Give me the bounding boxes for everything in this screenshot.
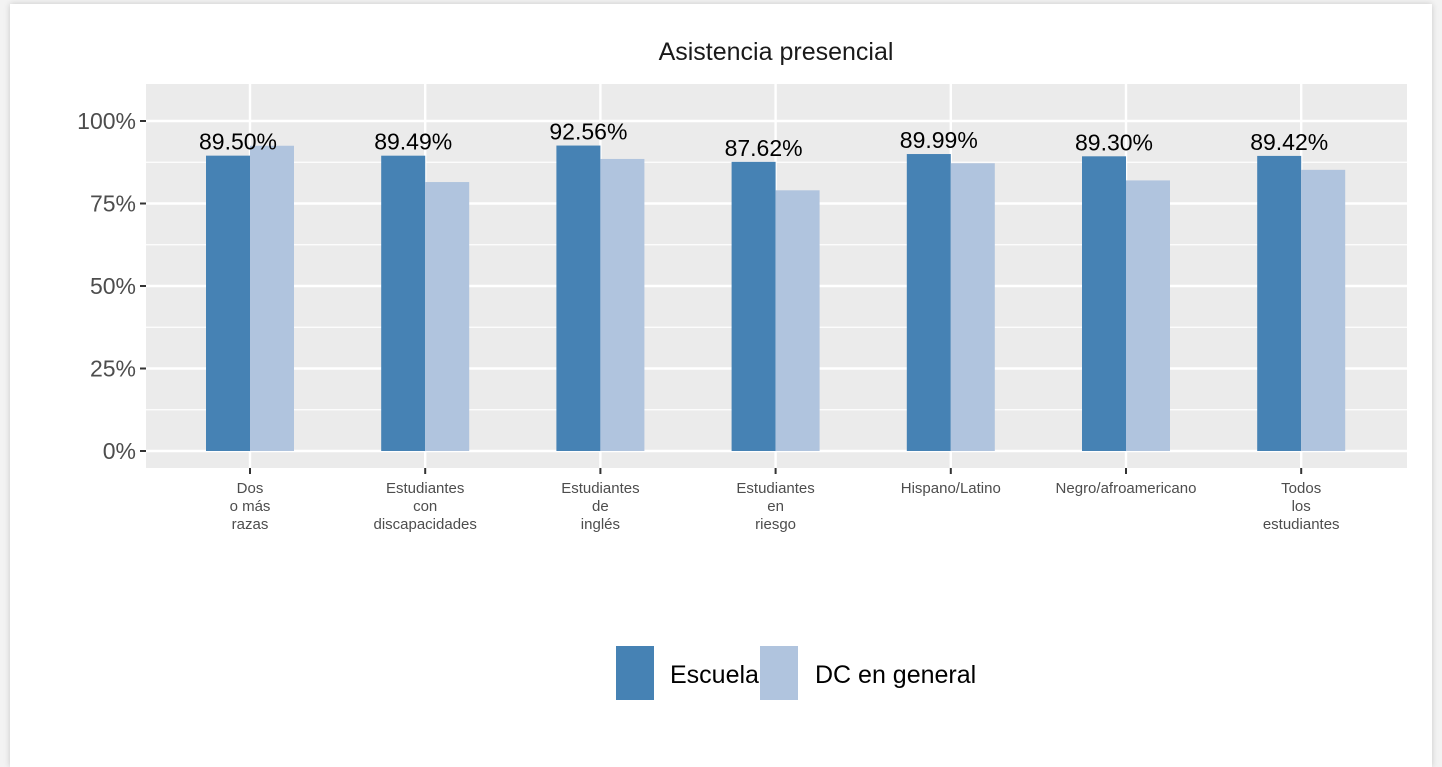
x-tick-label-line: razas	[232, 516, 269, 533]
bar-dc-en-general	[1301, 169, 1346, 451]
bar-dc-en-general	[600, 158, 645, 451]
x-tick-label: Estudiantes de inglés	[561, 480, 639, 533]
bar-escuela	[381, 155, 426, 452]
bar-dc-en-general	[250, 145, 294, 451]
x-tick-label-line: Negro/afroamericano	[1056, 480, 1197, 497]
x-tick-label: Estudiantes en riesgo	[736, 480, 814, 533]
chart-title: Asistencia presencial	[659, 38, 894, 66]
x-tick-label-line: de	[592, 498, 609, 515]
data-labels: 89.50% 89.49% 92.56% 87.62% 89.99% 89.30% 89.4…	[199, 119, 1328, 161]
x-tick-label-line: o más	[230, 498, 271, 515]
bar-dc-en-general	[775, 190, 820, 452]
y-tick-label: 100%	[77, 108, 136, 134]
bars	[206, 145, 1346, 452]
bar-dc-en-general	[425, 182, 470, 452]
y-tick-label: 25%	[90, 356, 136, 382]
x-tick-label: Todos los estudiantes	[1263, 480, 1340, 533]
bar-escuela	[1257, 155, 1302, 451]
x-tick-label-line: riesgo	[755, 516, 796, 533]
y-tick-label: 50%	[90, 273, 136, 299]
legend-label: DC en general	[815, 661, 976, 689]
y-tick-label: 75%	[90, 191, 136, 217]
data-label: 89.49%	[374, 129, 452, 155]
data-label: 92.56%	[549, 119, 627, 145]
bar-escuela	[906, 154, 951, 451]
x-tick-label: Dos o más razas	[230, 480, 271, 533]
bar-dc-en-general	[1126, 180, 1170, 451]
x-tick-label-line: Estudiantes	[561, 480, 639, 497]
chart-card: 89.50% 89.49% 92.56% 87.62% 89.99% 89.30% 89.4…	[10, 4, 1432, 767]
x-tick-label-line: Estudiantes	[386, 480, 464, 497]
x-tick-label-line: los	[1292, 498, 1311, 515]
x-tick-label-line: Hispano/Latino	[901, 480, 1001, 497]
data-label: 89.50%	[199, 129, 277, 155]
data-label: 87.62%	[725, 135, 803, 161]
x-tick-label-line: estudiantes	[1263, 516, 1340, 533]
x-tick-label: Negro/afroamericano	[1056, 480, 1197, 497]
bar-escuela	[556, 145, 601, 451]
x-tick-label: Estudiantes con discapacidades	[373, 480, 476, 533]
x-tick-label-line: con	[413, 498, 437, 515]
legend-label: Escuela	[670, 661, 759, 689]
x-tick-label-line: en	[767, 498, 784, 515]
x-tick-label-line: discapacidades	[373, 516, 476, 533]
data-label: 89.30%	[1075, 129, 1153, 155]
x-tick-label: Hispano/Latino	[901, 480, 1001, 497]
legend: Escuela DC en general	[616, 646, 976, 700]
data-label: 89.42%	[1250, 129, 1328, 155]
bar-chart: 89.50% 89.49% 92.56% 87.62% 89.99% 89.30% 89.4…	[77, 38, 1407, 700]
data-label: 89.99%	[900, 127, 978, 153]
legend-key	[760, 646, 798, 700]
legend-key	[616, 646, 654, 700]
y-axis: 0% 25% 50% 75% 100%	[77, 108, 146, 464]
bar-escuela	[206, 155, 250, 451]
x-tick-label-line: inglés	[581, 516, 620, 533]
y-tick-label: 0%	[103, 438, 136, 464]
x-tick-label-line: Estudiantes	[736, 480, 814, 497]
x-tick-label-line: Todos	[1281, 480, 1321, 497]
bar-escuela	[731, 161, 776, 451]
bar-dc-en-general	[950, 163, 995, 452]
x-tick-label-line: Dos	[237, 480, 264, 497]
bar-escuela	[1082, 156, 1126, 451]
